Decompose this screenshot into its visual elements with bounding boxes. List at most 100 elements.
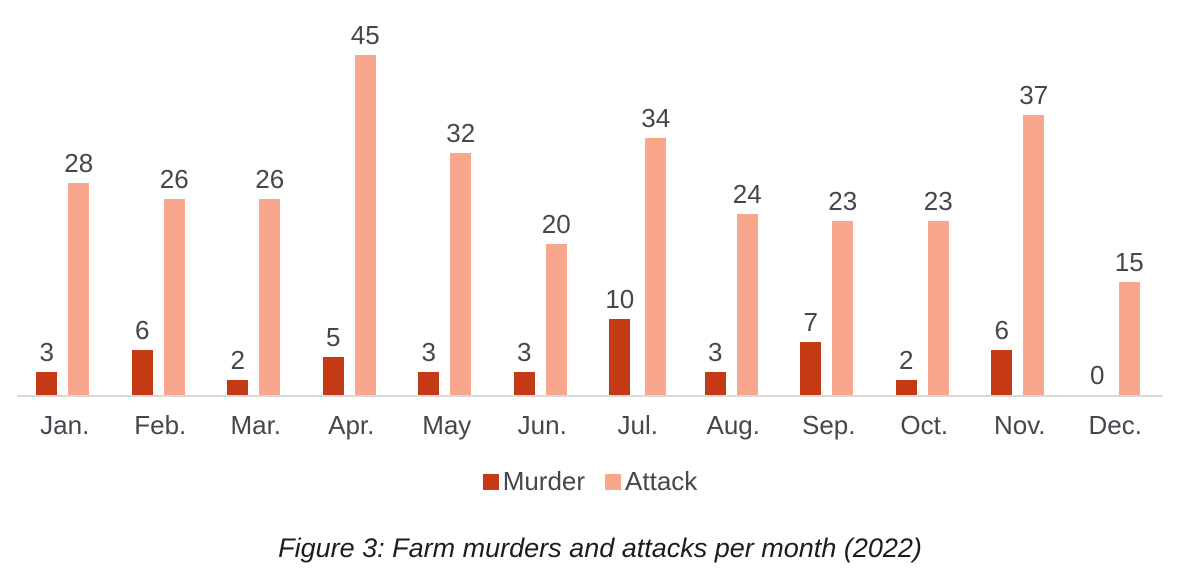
attack-bar [163, 199, 185, 395]
bar-group: 3 32 [399, 0, 495, 395]
month-label: Sep. [802, 410, 856, 440]
attack-bar-column: 45 [351, 22, 380, 395]
attack-bar-column: 26 [160, 166, 189, 395]
legend-label: Murder [502, 466, 586, 496]
murder-bar [991, 350, 1013, 395]
attack-swatch-icon [605, 473, 622, 490]
bar-group: 3 24 [686, 0, 782, 395]
legend-item-murder: Murder [482, 466, 586, 497]
attack-value-label: 24 [732, 179, 762, 209]
murder-value-label: 0 [1090, 360, 1105, 390]
murder-bar [418, 372, 440, 395]
attack-value-label: 23 [923, 186, 953, 216]
murder-bar-column: 6 [991, 315, 1013, 395]
murder-bar-column: 5 [322, 322, 344, 395]
attack-value-label: 26 [255, 164, 285, 194]
murder-bar-column: 7 [800, 307, 822, 395]
month-label: Feb. [134, 410, 187, 440]
legend-label: Attack [625, 466, 698, 496]
murder-bar [609, 319, 631, 395]
murder-bar-column: 6 [131, 315, 153, 395]
attack-bar-column: 32 [446, 120, 475, 395]
attack-value-label: 28 [64, 148, 94, 178]
bar-group: 6 37 [972, 0, 1068, 395]
month-label: Nov. [993, 410, 1046, 440]
murder-value-label: 3 [517, 337, 532, 367]
attack-bar-column: 15 [1115, 249, 1144, 395]
attack-value-label: 20 [541, 209, 571, 239]
murder-bar-column: 10 [605, 286, 634, 395]
legend-item-attack: Attack [605, 466, 697, 497]
attack-bar-column: 28 [64, 150, 93, 395]
x-axis-labels: Jan. Feb. Mar. Apr. May Jun. Jul. Aug. Sep. Oct. N… [17, 410, 1163, 441]
bar-group: 3 20 [495, 0, 591, 395]
murder-value-label: 2 [899, 345, 914, 375]
murder-bar [704, 372, 726, 395]
attack-value-label: 23 [828, 186, 858, 216]
bar-group: 5 45 [304, 0, 400, 395]
attack-bar [450, 153, 472, 395]
murder-value-label: 5 [326, 322, 341, 352]
murder-value-label: 3 [708, 337, 723, 367]
murder-bar [513, 372, 535, 395]
attack-bar-column: 23 [828, 188, 857, 395]
attack-value-label: 15 [1114, 247, 1144, 277]
murder-value-label: 2 [230, 345, 246, 375]
attack-bar-column: 26 [255, 166, 284, 395]
attack-value-label: 37 [1019, 80, 1049, 110]
attack-bar [354, 55, 376, 395]
bar-group: 2 26 [208, 0, 304, 395]
attack-bar [1118, 282, 1140, 395]
attack-value-label: 26 [159, 164, 189, 194]
attack-bar-column: 20 [542, 211, 571, 395]
murder-bar [36, 372, 58, 395]
murder-bar-column: 0 [1087, 362, 1108, 395]
month-label: Aug. [706, 410, 761, 440]
murder-value-label: 3 [421, 337, 437, 367]
murder-bar-column: 3 [513, 337, 535, 395]
attack-value-label: 45 [350, 20, 380, 50]
bar-group: 7 23 [781, 0, 877, 395]
attack-bar [645, 138, 667, 395]
murder-bar-column: 3 [704, 337, 726, 395]
attack-bar [68, 183, 90, 395]
attack-bar-column: 34 [641, 105, 670, 395]
murder-bar [800, 342, 822, 395]
attack-bar-column: 24 [733, 181, 762, 395]
bar-group: 2 23 [877, 0, 973, 395]
murder-bar [322, 357, 344, 395]
murder-value-label: 6 [135, 315, 150, 345]
bar-group: 6 26 [113, 0, 209, 395]
attack-bar [736, 214, 758, 395]
month-label: May [422, 410, 472, 440]
murder-bar [131, 350, 153, 395]
murder-value-label: 10 [605, 284, 635, 314]
attack-value-label: 32 [446, 118, 476, 148]
month-label: Apr. [328, 410, 375, 440]
bar-group: 10 34 [590, 0, 686, 395]
month-label: Jul. [617, 410, 658, 440]
figure-caption: Figure 3: Farm murders and attacks per m… [278, 533, 922, 563]
bar-group: 3 28 [17, 0, 113, 395]
month-label: Dec. [1088, 410, 1142, 440]
murder-bar-column: 2 [895, 345, 917, 395]
attack-bar-column: 23 [924, 188, 953, 395]
attack-bar [545, 244, 567, 395]
bar-group: 0 15 [1068, 0, 1164, 395]
attack-bar-column: 37 [1019, 82, 1048, 395]
attack-value-label: 34 [641, 103, 671, 133]
plot-area: 3 28 6 26 2 26 5 45 3 32 3 20 10 34 3 24 7 23 2 23 6 37 0 15 [17, 0, 1163, 397]
murder-swatch-icon [482, 473, 499, 490]
murder-value-label: 6 [994, 315, 1010, 345]
attack-bar [832, 221, 854, 395]
murder-bar [895, 380, 917, 395]
month-label: Oct. [900, 410, 949, 440]
murder-bar-column: 3 [418, 337, 440, 395]
murder-bar-column: 2 [227, 345, 249, 395]
attack-bar [927, 221, 949, 395]
attack-bar [259, 199, 281, 395]
murder-value-label: 7 [803, 307, 819, 337]
murder-bar [227, 380, 249, 395]
month-label: Jun. [517, 410, 567, 440]
